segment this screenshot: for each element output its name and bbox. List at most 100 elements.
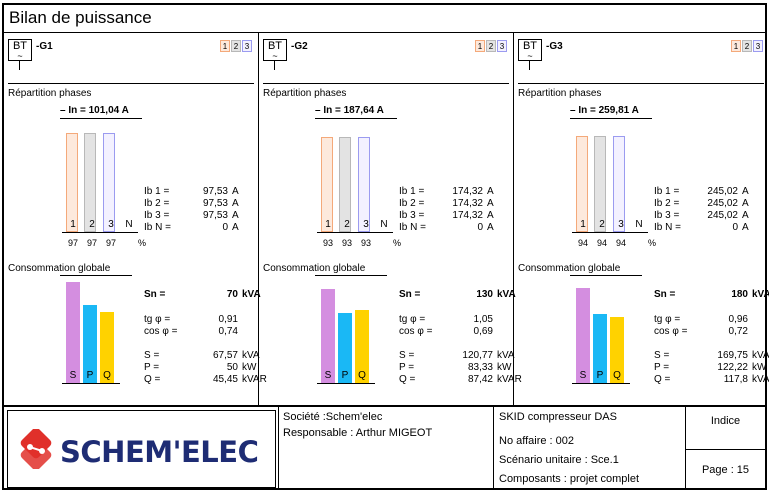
ib-unit: A	[487, 198, 494, 209]
index-cell: Indice Page : 15	[686, 407, 765, 488]
ib-row: Ib 1 = 97,53 A	[144, 186, 242, 198]
consumption-bar	[576, 288, 590, 383]
ib-unit: A	[232, 210, 239, 221]
in-rule	[570, 118, 652, 119]
project-name: SKID compresseur DAS	[499, 411, 617, 423]
phase-axis	[62, 232, 138, 233]
ib-key: Ib N =	[399, 222, 426, 233]
bt-stem	[274, 61, 275, 70]
consommation-title: Consommation globale	[8, 263, 111, 274]
phase-number: 2	[599, 219, 605, 230]
sn-row: Sn = 180 kVA	[654, 289, 769, 301]
ib-value: 97,53	[202, 210, 228, 221]
tg-value: 0,96	[728, 314, 748, 325]
affaire-number: No affaire : 002	[499, 435, 575, 447]
ib-row: Ib N = 0 A	[144, 222, 242, 234]
phase-percent: 97	[67, 238, 78, 248]
ib-value: 245,02	[707, 198, 738, 209]
p-unit: kW	[242, 362, 257, 373]
indice-label: Indice	[686, 407, 765, 450]
logo-wordmark: SCHEM'ELEC	[60, 435, 259, 469]
phase-bar	[576, 136, 588, 232]
s-unit: kVA	[242, 350, 260, 361]
consumption-axis	[572, 383, 630, 384]
generator-name: -G1	[36, 41, 53, 52]
ib-value: 0	[732, 222, 738, 233]
ib-row: Ib 2 = 174,32 A	[399, 198, 497, 210]
ib-unit: A	[487, 186, 494, 197]
consumption-letter: P	[596, 370, 604, 381]
ib-value: 97,53	[202, 198, 228, 209]
ib-row: Ib 1 = 245,02 A	[654, 186, 752, 198]
ib-key: Ib 1 =	[144, 186, 170, 197]
phase-number: N	[635, 219, 643, 230]
in-value: – In = 259,81 A	[570, 105, 639, 116]
phase-bar	[358, 137, 370, 232]
percent-unit: %	[647, 238, 656, 248]
ib-value: 245,02	[707, 186, 738, 197]
phase-badge: 3	[497, 40, 507, 52]
consumption-letter: S	[324, 370, 332, 381]
schemelec-logo-icon	[20, 429, 52, 469]
scenario-label: Scénario unitaire : Sce.1	[499, 454, 619, 466]
ib-row: Ib 2 = 245,02 A	[654, 198, 752, 210]
spq-block: S = 120,77 kVA P = 83,33 kW Q = 87,42 kVAR	[399, 350, 525, 386]
consumption-bar	[355, 310, 369, 383]
q-unit: kVAR	[752, 374, 769, 385]
phase-bar	[66, 133, 78, 232]
logo-cell: SCHEM'ELEC	[4, 407, 279, 488]
ib-table: Ib 1 = 97,53 A Ib 2 = 97,53 A Ib 3 = 97,53 A Ib N…	[144, 186, 242, 234]
separator-line	[8, 83, 254, 84]
bt-symbol: BT ~	[8, 39, 32, 61]
ib-unit: A	[742, 210, 749, 221]
cos-key: cos φ =	[654, 326, 688, 337]
sn-value: 130	[476, 289, 493, 300]
phase-number: 1	[325, 219, 331, 230]
phase-badge: 1	[475, 40, 485, 52]
phase-percent: 94	[596, 238, 607, 248]
phase-bar	[321, 137, 333, 232]
cos-value: 0,69	[473, 326, 493, 337]
spq-block: S = 67,57 kVA P = 50 kW Q = 45,45 kVAR	[144, 350, 270, 386]
phase-number: N	[125, 219, 133, 230]
ib-unit: A	[742, 186, 749, 197]
phase-number: 2	[89, 219, 95, 230]
s-key: S =	[399, 350, 415, 361]
phase-bar	[594, 136, 606, 232]
ib-value: 0	[222, 222, 228, 233]
s-value: 120,77	[462, 350, 493, 361]
project-cell: SKID compresseur DAS No affaire : 002 Sc…	[494, 407, 686, 488]
ib-key: Ib 1 =	[654, 186, 680, 197]
s-key: S =	[654, 350, 670, 361]
phase-badge: 1	[731, 40, 741, 52]
sheet-frame: Bilan de puissance BT ~ -G1 1 2 3 Répartition …	[2, 3, 769, 490]
sn-row: Sn = 70 kVA	[144, 289, 270, 301]
ib-key: Ib N =	[144, 222, 171, 233]
phase-badge: 3	[242, 40, 252, 52]
phase-bar	[613, 136, 625, 232]
ib-key: Ib N =	[654, 222, 681, 233]
cartouche: SCHEM'ELEC Société :Schem'elec Responsab…	[4, 405, 765, 488]
phase-number: 3	[363, 219, 369, 230]
logo-box: SCHEM'ELEC	[7, 410, 276, 488]
phase-number: 1	[70, 219, 76, 230]
phase-axis	[317, 232, 393, 233]
cos-value: 0,72	[728, 326, 748, 337]
ib-row: Ib N = 0 A	[399, 222, 497, 234]
consommation-rule	[570, 275, 642, 276]
s-key: S =	[144, 350, 160, 361]
in-rule	[315, 118, 397, 119]
phase-number: N	[380, 219, 388, 230]
phase-percent: 94	[577, 238, 588, 248]
q-key: Q =	[144, 374, 161, 385]
cos-key: cos φ =	[144, 326, 178, 337]
consumption-bar	[321, 289, 335, 383]
bt-symbol: BT ~	[518, 39, 542, 61]
ib-key: Ib 3 =	[399, 210, 425, 221]
p-unit: kW	[497, 362, 512, 373]
phase-axis	[572, 232, 648, 233]
phase-number: 3	[618, 219, 624, 230]
phase-number: 1	[580, 219, 586, 230]
title-bar: Bilan de puissance	[4, 5, 765, 33]
